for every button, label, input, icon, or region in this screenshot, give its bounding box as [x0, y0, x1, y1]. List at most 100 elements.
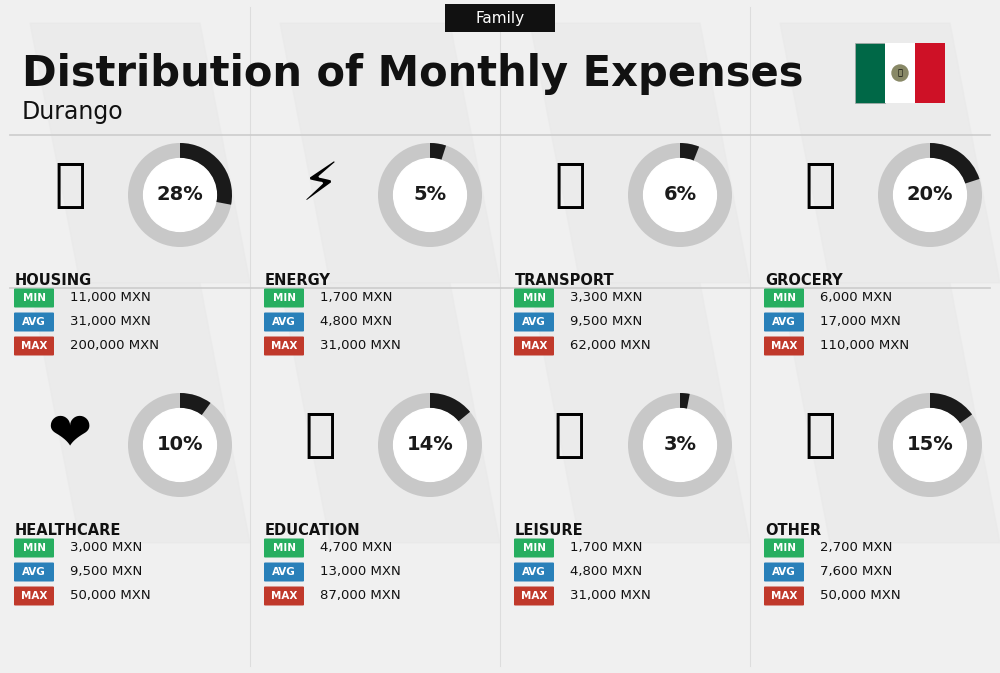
- Wedge shape: [680, 393, 690, 409]
- Text: 11,000 MXN: 11,000 MXN: [70, 291, 151, 304]
- FancyBboxPatch shape: [514, 289, 554, 308]
- Text: MIN: MIN: [772, 293, 796, 303]
- Text: 9,500 MXN: 9,500 MXN: [70, 565, 142, 579]
- Text: 🛍️: 🛍️: [554, 409, 586, 461]
- FancyBboxPatch shape: [855, 43, 885, 103]
- Text: MAX: MAX: [521, 341, 547, 351]
- FancyBboxPatch shape: [514, 336, 554, 355]
- Text: 🛒: 🛒: [804, 159, 836, 211]
- Wedge shape: [930, 143, 979, 184]
- Text: 10%: 10%: [157, 435, 203, 454]
- Text: MAX: MAX: [521, 591, 547, 601]
- Text: AVG: AVG: [772, 567, 796, 577]
- Text: MIN: MIN: [272, 293, 296, 303]
- Text: 13,000 MXN: 13,000 MXN: [320, 565, 401, 579]
- Text: TRANSPORT: TRANSPORT: [515, 273, 615, 288]
- Text: GROCERY: GROCERY: [765, 273, 843, 288]
- Text: MAX: MAX: [21, 591, 47, 601]
- Text: MIN: MIN: [772, 543, 796, 553]
- Wedge shape: [878, 143, 982, 247]
- FancyBboxPatch shape: [264, 289, 304, 308]
- Text: 5%: 5%: [413, 186, 447, 205]
- FancyBboxPatch shape: [764, 586, 804, 606]
- Text: 31,000 MXN: 31,000 MXN: [70, 316, 151, 328]
- Circle shape: [892, 65, 908, 81]
- Text: AVG: AVG: [22, 567, 46, 577]
- Text: 110,000 MXN: 110,000 MXN: [820, 339, 909, 353]
- Text: 🎓: 🎓: [304, 409, 336, 461]
- Text: HEALTHCARE: HEALTHCARE: [15, 523, 121, 538]
- FancyBboxPatch shape: [764, 336, 804, 355]
- Text: Distribution of Monthly Expenses: Distribution of Monthly Expenses: [22, 53, 804, 95]
- Polygon shape: [280, 283, 500, 543]
- FancyBboxPatch shape: [514, 538, 554, 557]
- Text: MIN: MIN: [522, 293, 546, 303]
- Text: MIN: MIN: [22, 543, 46, 553]
- Wedge shape: [128, 393, 232, 497]
- Text: MAX: MAX: [771, 591, 797, 601]
- Text: 1,700 MXN: 1,700 MXN: [570, 542, 642, 555]
- Circle shape: [894, 409, 966, 481]
- Wedge shape: [430, 143, 446, 160]
- Text: 6,000 MXN: 6,000 MXN: [820, 291, 892, 304]
- Wedge shape: [930, 393, 972, 423]
- Text: 🦅: 🦅: [898, 69, 902, 77]
- Text: 87,000 MXN: 87,000 MXN: [320, 590, 401, 602]
- Polygon shape: [30, 283, 250, 543]
- Polygon shape: [280, 23, 500, 283]
- Text: HOUSING: HOUSING: [15, 273, 92, 288]
- Polygon shape: [30, 23, 250, 283]
- FancyBboxPatch shape: [514, 563, 554, 581]
- Text: OTHER: OTHER: [765, 523, 821, 538]
- Wedge shape: [378, 143, 482, 247]
- Text: 🚌: 🚌: [554, 159, 586, 211]
- Text: 1,700 MXN: 1,700 MXN: [320, 291, 392, 304]
- Text: 50,000 MXN: 50,000 MXN: [820, 590, 901, 602]
- Text: 7,600 MXN: 7,600 MXN: [820, 565, 892, 579]
- FancyBboxPatch shape: [915, 43, 945, 103]
- Wedge shape: [430, 393, 470, 422]
- Text: 31,000 MXN: 31,000 MXN: [320, 339, 401, 353]
- Text: Family: Family: [475, 11, 525, 26]
- FancyBboxPatch shape: [14, 538, 54, 557]
- Text: LEISURE: LEISURE: [515, 523, 584, 538]
- Text: 🏗: 🏗: [54, 159, 86, 211]
- Text: MIN: MIN: [272, 543, 296, 553]
- Text: 62,000 MXN: 62,000 MXN: [570, 339, 651, 353]
- FancyBboxPatch shape: [264, 563, 304, 581]
- Text: 2,700 MXN: 2,700 MXN: [820, 542, 892, 555]
- Circle shape: [144, 409, 216, 481]
- Text: 4,800 MXN: 4,800 MXN: [570, 565, 642, 579]
- Text: MIN: MIN: [22, 293, 46, 303]
- Text: 3,000 MXN: 3,000 MXN: [70, 542, 142, 555]
- Polygon shape: [530, 23, 750, 283]
- Wedge shape: [878, 393, 982, 497]
- Text: 17,000 MXN: 17,000 MXN: [820, 316, 901, 328]
- Text: 20%: 20%: [907, 186, 953, 205]
- Text: 3,300 MXN: 3,300 MXN: [570, 291, 642, 304]
- Text: 28%: 28%: [157, 186, 203, 205]
- Polygon shape: [780, 283, 1000, 543]
- FancyBboxPatch shape: [764, 563, 804, 581]
- FancyBboxPatch shape: [514, 312, 554, 332]
- FancyBboxPatch shape: [264, 538, 304, 557]
- Text: AVG: AVG: [22, 317, 46, 327]
- Text: AVG: AVG: [272, 567, 296, 577]
- FancyBboxPatch shape: [14, 563, 54, 581]
- FancyBboxPatch shape: [264, 312, 304, 332]
- Text: 4,800 MXN: 4,800 MXN: [320, 316, 392, 328]
- Wedge shape: [180, 143, 232, 205]
- FancyBboxPatch shape: [764, 289, 804, 308]
- Text: 6%: 6%: [663, 186, 697, 205]
- FancyBboxPatch shape: [514, 586, 554, 606]
- FancyBboxPatch shape: [445, 4, 555, 32]
- Text: 9,500 MXN: 9,500 MXN: [570, 316, 642, 328]
- Text: 31,000 MXN: 31,000 MXN: [570, 590, 651, 602]
- Text: EDUCATION: EDUCATION: [265, 523, 361, 538]
- Text: AVG: AVG: [522, 317, 546, 327]
- Wedge shape: [128, 143, 232, 247]
- Polygon shape: [530, 283, 750, 543]
- Text: AVG: AVG: [522, 567, 546, 577]
- FancyBboxPatch shape: [885, 43, 915, 103]
- Text: 200,000 MXN: 200,000 MXN: [70, 339, 159, 353]
